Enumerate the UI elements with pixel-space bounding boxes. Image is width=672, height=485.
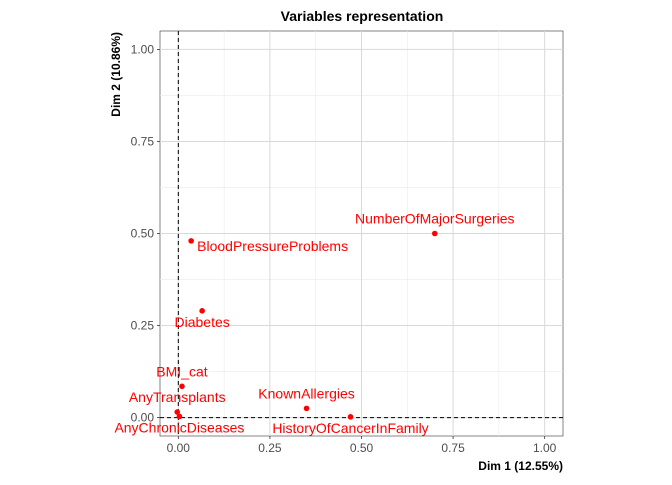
x-axis-title: Dim 1 (12.55%) — [478, 459, 563, 473]
plot-area: 0.00 0.25 0.50 0.75 1.00 0.00 0.25 0.50 0.75 1.00… — [114, 30, 564, 455]
x-tick-label: 0.00 — [167, 441, 191, 455]
x-tick-label: 1.00 — [533, 441, 557, 455]
data-point — [179, 383, 185, 390]
x-tick-label: 0.25 — [258, 441, 282, 455]
data-point — [431, 230, 438, 237]
point-label: HistoryOfCancerInFamily — [272, 420, 428, 436]
point-label: Diabetes — [174, 314, 229, 330]
point-label: AnyTransplants — [129, 389, 226, 405]
y-tick-label: 1.00 — [131, 42, 155, 56]
point-label: NumberOfMajorSurgeries — [355, 211, 515, 227]
point-label: AnyChronicDiseases — [114, 419, 244, 435]
x-tick-label: 0.50 — [350, 441, 374, 455]
data-point — [174, 409, 181, 415]
data-point — [188, 238, 194, 244]
y-tick-label: 0.00 — [131, 411, 155, 425]
point-label: KnownAllergies — [258, 385, 355, 401]
y-axis-title: Dim 2 (10.86%) — [109, 32, 123, 117]
data-point — [347, 414, 354, 420]
point-label: BMI_cat — [156, 363, 207, 379]
data-point — [176, 413, 183, 420]
point-label: BloodPressureProblems — [197, 238, 348, 254]
y-tick-label: 0.25 — [131, 319, 155, 333]
x-tick-label: 0.75 — [441, 441, 465, 455]
y-tick-label: 0.50 — [131, 227, 155, 241]
chart-title: Variables representation — [281, 8, 444, 24]
data-point — [303, 405, 310, 412]
data-point — [199, 308, 205, 314]
y-tick-label: 0.75 — [131, 134, 155, 148]
